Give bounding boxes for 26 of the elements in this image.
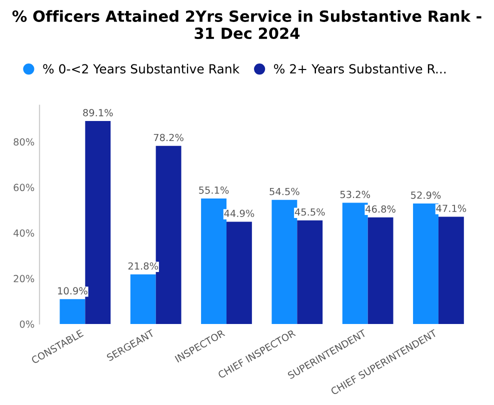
data-label: 21.8% [128,262,158,270]
y-tick-label: 60% [14,184,34,192]
y-tick-label: 40% [14,229,34,237]
data-label: 46.8% [366,205,396,213]
bar [438,216,464,324]
data-label: 55.1% [199,186,229,194]
data-label: 54.5% [270,188,300,196]
bar [60,299,86,324]
bar [226,222,252,324]
data-label: 44.9% [224,210,254,218]
data-label: 10.9% [58,287,88,295]
data-label: 53.2% [340,190,370,198]
chart-title: % Officers Attained 2Yrs Service in Substantive Rank - 31 Dec 2024 [12,10,482,40]
y-tick-label: 80% [14,138,34,146]
bar [368,217,394,324]
y-tick-label: 20% [14,274,34,282]
data-label: 52.9% [411,191,441,199]
data-label: 47.1% [436,204,466,212]
data-label: 45.5% [294,208,325,216]
legend-label: % 0-<2 Years Substantive Rank [43,64,240,74]
y-tick-label: 0% [20,320,34,328]
data-label: 78.2% [154,134,184,142]
bar [297,220,323,324]
legend-label: % 2+ Years Substantive R... [274,64,446,74]
data-label: 89.1% [83,109,113,116]
bar [130,274,156,324]
